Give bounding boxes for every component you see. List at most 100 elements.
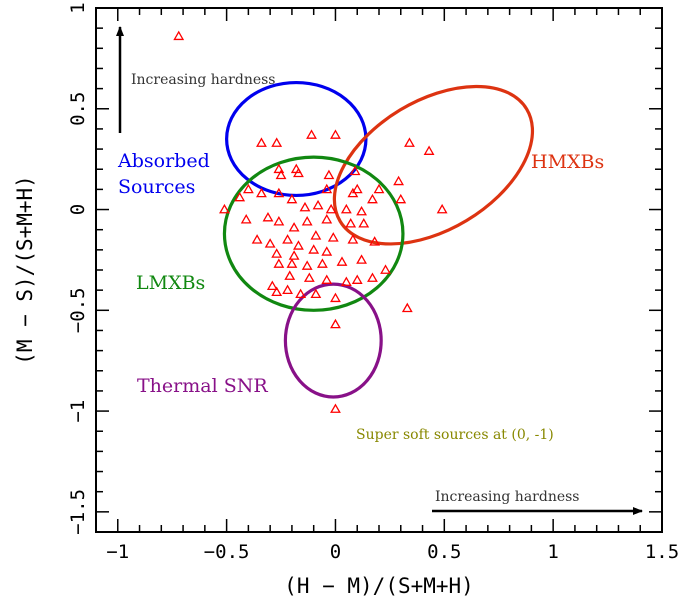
super-soft-note: Super soft sources at (0, -1) bbox=[356, 427, 554, 443]
y-tick-label: 1 bbox=[67, 2, 89, 13]
y-tick-label: −1.5 bbox=[67, 489, 89, 535]
data-point-6 bbox=[423, 145, 435, 155]
x-tick-label: 1 bbox=[547, 541, 558, 563]
y-tick-label: 0.5 bbox=[67, 92, 89, 126]
data-point-48 bbox=[271, 248, 283, 258]
data-point-40 bbox=[251, 234, 263, 244]
y-tick-label: −0.5 bbox=[67, 287, 89, 333]
data-point-27 bbox=[299, 201, 311, 212]
data-point-57 bbox=[356, 254, 368, 264]
data-point-30 bbox=[340, 203, 352, 214]
data-point-66 bbox=[271, 286, 283, 297]
region-label-thermal-snr: Thermal SNR bbox=[137, 375, 268, 397]
data-point-19 bbox=[321, 183, 333, 194]
data-point-35 bbox=[288, 222, 300, 232]
data-point-61 bbox=[321, 274, 333, 284]
data-point-53 bbox=[286, 258, 298, 268]
data-point-68 bbox=[295, 288, 307, 299]
data-point-38 bbox=[345, 218, 357, 228]
data-point-58 bbox=[380, 264, 391, 274]
data-point-23 bbox=[367, 193, 378, 204]
data-point-5 bbox=[404, 137, 415, 147]
data-point-26 bbox=[286, 193, 298, 204]
data-point-31 bbox=[356, 205, 368, 216]
data-point-44 bbox=[310, 230, 322, 240]
regions-layer bbox=[222, 80, 535, 399]
data-point-0 bbox=[173, 30, 185, 41]
data-point-70 bbox=[330, 292, 341, 303]
data-point-28 bbox=[312, 199, 324, 210]
y-axis-title: (M − S)/(S+M+H) bbox=[13, 175, 37, 365]
data-point-22 bbox=[373, 183, 385, 194]
data-point-17 bbox=[256, 187, 267, 198]
data-point-29 bbox=[325, 203, 337, 214]
vertical-hardness-label: Increasing hardness bbox=[131, 72, 276, 88]
data-point-72 bbox=[330, 318, 341, 329]
data-point-14 bbox=[219, 203, 230, 214]
data-point-20 bbox=[351, 183, 363, 194]
region-label-lmxbs: LMXBs bbox=[136, 272, 205, 294]
data-point-12 bbox=[349, 165, 361, 176]
data-point-62 bbox=[340, 276, 352, 286]
data-point-42 bbox=[282, 234, 293, 244]
x-tick-label: 0.5 bbox=[427, 541, 461, 563]
data-point-45 bbox=[327, 232, 339, 242]
region-ellipse-absorbed-sources bbox=[225, 80, 368, 198]
x-tick-label: 1.5 bbox=[645, 541, 679, 563]
data-point-9 bbox=[275, 169, 287, 180]
data-point-47 bbox=[369, 236, 381, 246]
data-point-25 bbox=[436, 203, 448, 214]
data-point-7 bbox=[273, 163, 285, 174]
data-point-71 bbox=[401, 302, 413, 313]
data-point-49 bbox=[288, 250, 300, 260]
data-point-60 bbox=[303, 272, 315, 282]
region-ellipse-hmxbs bbox=[332, 84, 535, 246]
data-point-1 bbox=[256, 137, 267, 147]
horizontal-hardness-label: Increasing hardness bbox=[435, 489, 580, 505]
data-point-24 bbox=[395, 193, 407, 204]
region-ellipse-lmxbs bbox=[222, 155, 405, 312]
data-point-65 bbox=[266, 280, 278, 290]
data-point-64 bbox=[367, 272, 378, 282]
y-tick-label: −1 bbox=[67, 400, 89, 423]
region-label-absorbed-line2: Sources bbox=[118, 176, 195, 198]
data-point-11 bbox=[323, 169, 335, 180]
data-point-21 bbox=[347, 187, 359, 198]
data-point-50 bbox=[308, 244, 320, 254]
data-point-3 bbox=[306, 129, 317, 139]
data-point-4 bbox=[330, 129, 341, 139]
data-point-54 bbox=[301, 260, 313, 270]
data-point-52 bbox=[273, 258, 285, 268]
region-label-absorbed-line1: Absorbed bbox=[117, 150, 210, 172]
data-point-69 bbox=[310, 288, 322, 299]
data-point-10 bbox=[293, 167, 304, 178]
y-tick-label: 0 bbox=[67, 204, 89, 215]
data-point-63 bbox=[351, 274, 363, 284]
data-point-34 bbox=[273, 216, 285, 226]
data-point-51 bbox=[321, 246, 333, 256]
data-point-32 bbox=[262, 211, 274, 222]
x-tick-label: −1 bbox=[106, 541, 129, 563]
data-point-2 bbox=[271, 137, 283, 147]
x-tick-label: 0 bbox=[330, 541, 341, 563]
data-point-13 bbox=[393, 175, 405, 186]
data-point-43 bbox=[293, 240, 304, 250]
data-point-15 bbox=[234, 191, 246, 202]
region-label-hmxbs: HMXBs bbox=[531, 151, 604, 173]
region-ellipse-thermal-snr bbox=[283, 282, 383, 399]
data-point-36 bbox=[301, 216, 313, 226]
data-point-41 bbox=[264, 238, 276, 248]
data-point-59 bbox=[284, 270, 296, 280]
data-point-56 bbox=[336, 256, 348, 266]
data-point-55 bbox=[316, 258, 328, 268]
ticks-layer: −1 −0.5 0 0.5 1 1.5 −1.5 −1 −0.5 0 0.5 1 bbox=[67, 2, 679, 563]
data-point-16 bbox=[242, 183, 254, 194]
x-tick-label: −0.5 bbox=[204, 541, 250, 563]
data-point-67 bbox=[282, 284, 293, 295]
data-point-39 bbox=[358, 218, 370, 228]
x-axis-title: (H − M)/(S+M+H) bbox=[284, 574, 474, 598]
data-point-18 bbox=[273, 187, 285, 198]
points-layer bbox=[173, 30, 448, 413]
data-point-37 bbox=[321, 214, 333, 224]
